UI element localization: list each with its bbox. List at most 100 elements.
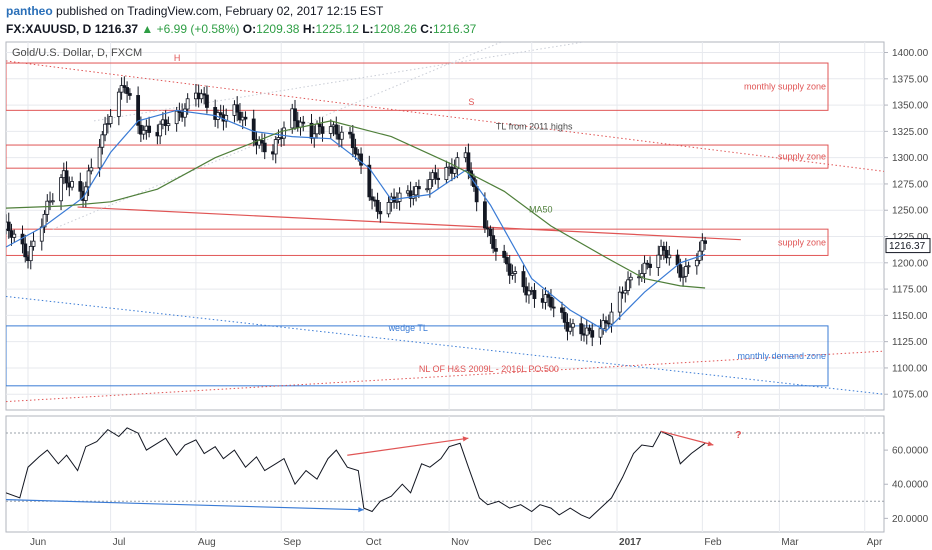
candle-up — [116, 91, 121, 117]
oscillator-pane — [6, 427, 714, 519]
candle-up — [455, 157, 460, 170]
candle-down — [147, 125, 152, 133]
candle-up — [617, 291, 622, 313]
symbol-line: FX:XAUUSD, D 1216.37 ▲ +6.99 (+0.58%) O:… — [6, 22, 476, 36]
candle-up — [623, 290, 628, 294]
osc-y-tick-label: 40.0000 — [892, 480, 929, 491]
y-tick-label: 1100.00 — [892, 363, 928, 374]
chart-area[interactable]: Jun Jul Aug Sep Oct Nov Dec 2017 Feb Mar Apr 1075.0… — [0, 40, 932, 550]
candle-up — [513, 271, 518, 274]
candle-up — [543, 294, 548, 303]
oscillator-line — [6, 427, 706, 519]
candle-down — [604, 320, 608, 324]
chart-annotation: TL from 2011 highs — [496, 121, 573, 131]
candle-down — [532, 290, 537, 299]
candle-up — [425, 188, 430, 191]
candle-up — [328, 126, 333, 134]
candle-up — [427, 179, 432, 190]
x-tick-label: Aug — [198, 537, 216, 548]
candle-up — [224, 114, 229, 122]
y-tick-label: 1200.00 — [892, 258, 929, 269]
candle-up — [656, 254, 661, 268]
chart-annotation: S — [468, 97, 474, 107]
candle-down — [125, 87, 130, 94]
x-tick-label: Nov — [451, 537, 469, 548]
candle-up — [700, 240, 705, 252]
symbol: FX:XAUUSD, D — [6, 22, 92, 36]
candle-down — [205, 94, 209, 108]
zone-box — [6, 228, 829, 256]
candle-down — [645, 262, 650, 265]
candle-down — [138, 124, 143, 135]
candle-down — [251, 118, 256, 141]
candle-up — [642, 262, 647, 274]
candle-down — [309, 122, 314, 139]
published-text: published on TradingView.com, February 0… — [56, 4, 384, 18]
zone-label: supply zone — [778, 152, 826, 162]
candle-down — [491, 235, 496, 249]
candle-up — [667, 254, 672, 259]
x-tick-label: Oct — [366, 537, 382, 548]
candle-down — [320, 126, 325, 134]
candle-up — [601, 320, 606, 330]
candle-up — [683, 266, 688, 277]
candle-down — [122, 85, 127, 88]
y-tick-label: 1125.00 — [892, 337, 928, 348]
candle-up — [105, 123, 110, 125]
trendline — [77, 206, 741, 241]
candle-down — [502, 250, 507, 258]
y-tick-label: 1150.00 — [892, 311, 928, 322]
candle-down — [416, 186, 421, 190]
candle-up — [397, 192, 402, 202]
osc-trendline-arrowhead — [358, 507, 364, 513]
candle-down — [507, 263, 512, 276]
candle-down — [546, 294, 551, 298]
candle-up — [339, 131, 344, 140]
candle-up — [141, 129, 146, 135]
candle-up — [527, 290, 531, 296]
y-tick-label: 1075.00 — [892, 390, 929, 401]
candle-up — [50, 200, 55, 203]
zone-label: supply zone — [778, 237, 826, 247]
y-tick-label: 1325.00 — [892, 127, 929, 138]
x-tick-label: Mar — [781, 537, 799, 548]
candle-up — [598, 328, 603, 338]
up-arrow-icon: ▲ — [141, 22, 154, 36]
candle-up — [174, 110, 179, 125]
candle-down — [488, 228, 493, 237]
x-tick-label: Jun — [30, 537, 46, 548]
candle-up — [444, 167, 449, 181]
y-tick-label: 1400.00 — [892, 48, 929, 59]
candle-down — [359, 153, 363, 166]
candle-down — [301, 121, 306, 124]
candle-up — [86, 170, 91, 188]
author-link[interactable]: pantheo — [6, 4, 53, 18]
candle-down — [353, 147, 358, 155]
open-value: 1209.38 — [256, 22, 300, 36]
trendline — [93, 42, 585, 122]
candle-up — [282, 127, 286, 139]
candle-down — [348, 131, 352, 135]
candle-up — [12, 233, 17, 238]
candle-down — [243, 116, 248, 120]
candle-up — [414, 186, 419, 196]
candle-down — [590, 330, 595, 338]
candle-down — [587, 327, 592, 331]
x-tick-label: Dec — [534, 537, 552, 548]
chart-annotation: NL OF H&S 2009L - 2016L PO:500 — [419, 364, 559, 374]
candle-down — [293, 108, 297, 122]
osc-trendline-arrowhead — [707, 441, 714, 447]
low-value: 1208.26 — [373, 22, 417, 36]
candle-up — [681, 275, 685, 278]
candle-down — [675, 254, 680, 266]
candle-down — [579, 323, 584, 335]
candle-up — [42, 213, 47, 228]
candle-up — [183, 108, 187, 118]
candle-up — [394, 201, 399, 203]
candle-down — [262, 142, 267, 153]
candle-down — [485, 227, 490, 230]
candle-up — [45, 200, 50, 215]
candle-down — [433, 172, 438, 179]
price-change: +6.99 (+0.58%) — [156, 22, 240, 36]
close-value: 1216.37 — [432, 22, 477, 36]
